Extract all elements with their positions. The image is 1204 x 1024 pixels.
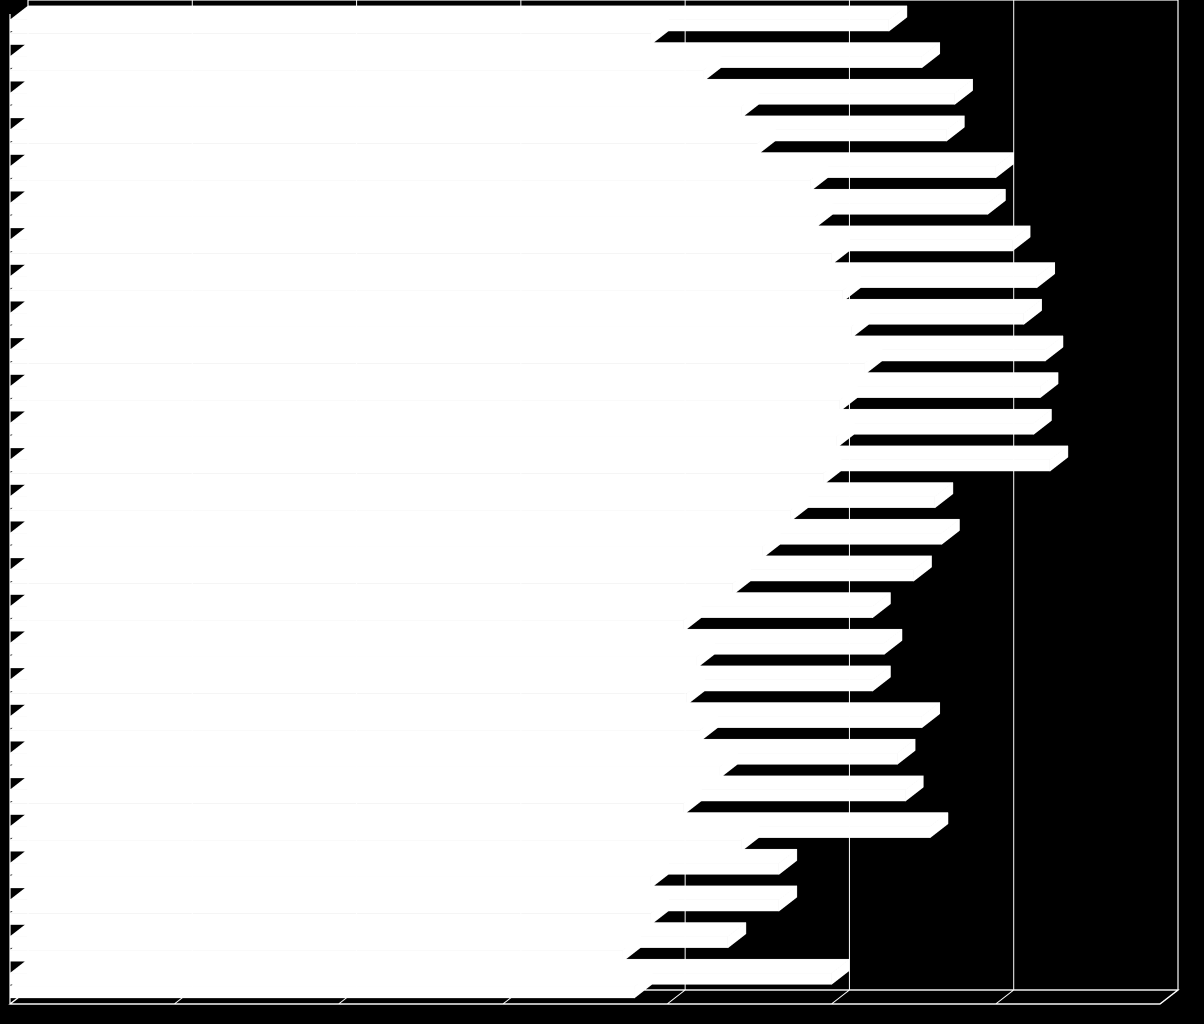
bar-group-6-a [10, 226, 1030, 240]
bar-group-11-b [10, 423, 854, 437]
bar-group-2-b [10, 93, 759, 107]
bar-group-1-a [10, 43, 940, 57]
paired-bar-chart [0, 0, 1204, 1024]
bar-group-12-b [10, 459, 841, 473]
bar-group-25-a [10, 923, 746, 937]
bar-group-18-a [10, 666, 891, 680]
bar-group-5-b [10, 203, 833, 217]
bar-group-8-a [10, 299, 1042, 313]
bar-group-20-b [10, 753, 738, 767]
bar-group-13-a [10, 483, 953, 497]
bar-group-24-b [10, 899, 669, 913]
bar-group-2-a [10, 79, 973, 93]
bar-group-19-a [10, 703, 940, 717]
bar-group-17-a [10, 629, 902, 643]
bar-group-24-a [10, 886, 797, 900]
bar-group-4-b [10, 166, 828, 180]
bar-group-18-b [10, 679, 705, 693]
bar-group-16-a [10, 593, 891, 607]
bar-group-1-b [10, 56, 721, 70]
bar-group-15-a [10, 556, 932, 570]
bar-group-14-b [10, 533, 780, 547]
bar-group-0-a [10, 6, 907, 20]
bar-group-4-a [10, 153, 1014, 167]
bar-group-16-b [10, 606, 702, 620]
bar-group-9-a [10, 336, 1063, 350]
bar-group-7-a [10, 263, 1055, 277]
bar-group-26-b [10, 987, 634, 998]
bar-group-11-a [10, 409, 1052, 423]
bar-group-21-b [10, 789, 702, 803]
bar-group-23-a [10, 849, 797, 863]
bar-group-19-b [10, 716, 718, 730]
bar-group-10-a [10, 373, 1058, 387]
bar-group-22-a [10, 813, 948, 827]
bar-group-7-b [10, 276, 861, 290]
bar-group-21-a [10, 776, 923, 790]
bar-group-17-b [10, 643, 715, 657]
bar-group-20-a [10, 739, 915, 753]
bar-group-8-b [10, 313, 869, 327]
bar-group-23-b [10, 863, 669, 877]
bar-group-6-b [10, 239, 849, 253]
bar-group-5-a [10, 189, 1006, 203]
bar-group-14-a [10, 519, 960, 533]
bar-group-13-b [10, 496, 808, 510]
bar-group-26-b [10, 973, 652, 987]
bar-group-3-a [10, 116, 964, 130]
bar-group-3-b [10, 129, 776, 143]
bar-group-0-b [10, 19, 669, 33]
bar-group-26-a [10, 959, 849, 973]
bar-group-9-b [10, 349, 882, 363]
bar-group-15-b [10, 569, 751, 583]
bar-group-10-b [10, 386, 858, 400]
bar-group-25-b [10, 936, 641, 950]
bar-group-12-a [10, 446, 1068, 460]
bar-group-22-b [10, 826, 759, 840]
